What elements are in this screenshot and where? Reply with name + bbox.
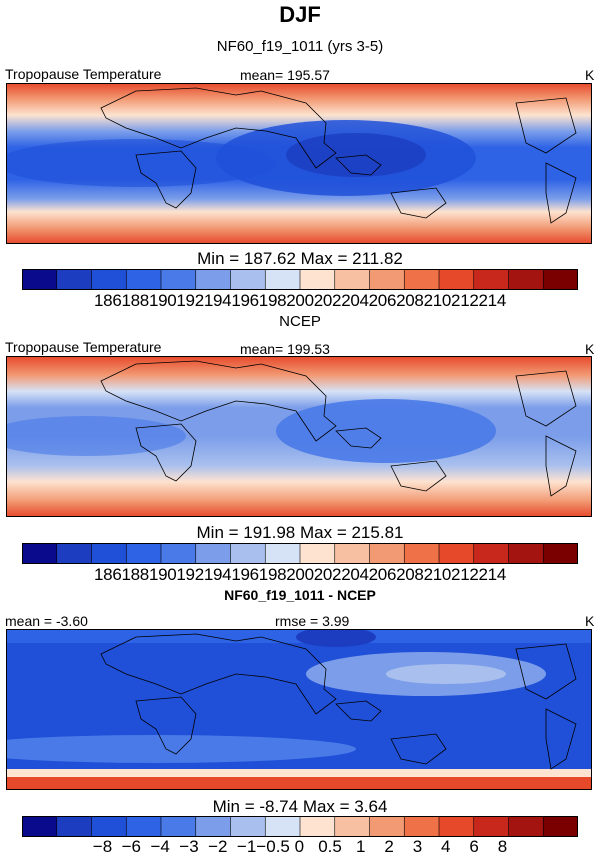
page-title: DJF (279, 2, 321, 27)
panel-1-colorbar-swatches (22, 269, 578, 290)
panel-1-colorbar-frame (22, 269, 578, 290)
panel-2-colorbar-swatches (22, 543, 578, 564)
panel-3-colorbar-frame (22, 816, 578, 837)
colorbar-swatch (543, 543, 578, 564)
panel-1-colorbar-ticks: 1861881901921941961982002022042062082102… (94, 291, 506, 310)
panel-1-map (6, 83, 592, 244)
panel-2-title: NCEP (279, 313, 321, 330)
colorbar-swatch (404, 269, 440, 290)
panel-1-frame (6, 83, 592, 244)
colorbar-swatch (161, 543, 197, 564)
panel-3-unit-label: K (585, 613, 595, 629)
panel-2-coastlines (100, 360, 577, 497)
colorbar-swatch (543, 269, 578, 290)
panel-1-min-max: Min = 187.62 Max = 211.82 (197, 249, 403, 268)
colorbar-swatch (300, 269, 336, 290)
panel-1-mean-label: mean= 195.57 (240, 67, 330, 83)
panel-1-coastlines (100, 87, 577, 224)
colorbar-swatch (508, 816, 544, 837)
panel-2-variable-label: Tropopause Temperature (5, 339, 162, 355)
colorbar-swatch (265, 816, 301, 837)
colorbar-swatch (439, 269, 475, 290)
colorbar-swatch (56, 269, 92, 290)
colorbar-swatch (369, 269, 405, 290)
panel-3-frame (6, 629, 592, 790)
colorbar-swatch (369, 816, 405, 837)
panel-2-colorbar-frame (22, 543, 578, 564)
colorbar-swatch (439, 543, 475, 564)
colorbar-swatch (334, 543, 370, 564)
colorbar-swatch (22, 543, 58, 564)
panel-3-coastlines (100, 633, 577, 770)
panel-2-unit-label: K (585, 341, 595, 357)
colorbar-swatch (161, 269, 197, 290)
colorbar-swatch (126, 816, 162, 837)
colorbar-swatch (473, 816, 509, 837)
panel-3-field (6, 629, 592, 790)
colorbar-swatch (473, 543, 509, 564)
panel-2-colorbar-ticks: 1861881901921941961982002022042062082102… (94, 565, 506, 584)
colorbar-swatch (195, 816, 231, 837)
colorbar-swatch (126, 269, 162, 290)
colorbar-swatch (543, 816, 578, 837)
panel-3-colorbar (22, 816, 578, 837)
panel-1-pacific-band (6, 139, 276, 187)
colorbar-swatch (22, 269, 58, 290)
panel-2-frame (6, 356, 592, 517)
colorbar-swatch (265, 543, 301, 564)
colorbar-swatch (300, 543, 336, 564)
colorbar-swatch (230, 543, 266, 564)
panel-1-title: NF60_f19_1011 (yrs 3-5) (216, 38, 384, 55)
panel-1-warm-pool-center (286, 133, 426, 177)
colorbar-swatch (369, 543, 405, 564)
colorbar-swatch (300, 816, 336, 837)
panel-3-min-max: Min = -8.74 Max = 3.64 (212, 797, 388, 816)
colorbar-swatch (404, 543, 440, 564)
panel-1-unit-label: K (585, 67, 595, 83)
colorbar-swatch (22, 816, 58, 837)
panel-3-south-red-band (6, 777, 592, 790)
colorbar-swatch (161, 816, 197, 837)
colorbar-swatch (439, 816, 475, 837)
panel-2-mean-label: mean= 199.53 (240, 341, 330, 357)
panel-3-mean-label: mean = -3.60 (5, 613, 88, 629)
colorbar-swatch (334, 816, 370, 837)
colorbar-swatch (91, 816, 127, 837)
colorbar-swatch (195, 543, 231, 564)
panel-3-map (6, 629, 592, 790)
panel-2-map (6, 356, 592, 517)
colorbar-swatch (230, 269, 266, 290)
panel-1-variable-label: Tropopause Temperature (5, 66, 162, 82)
colorbar-swatch (195, 269, 231, 290)
panel-3-colorbar-ticks: −8 −6 −4 −3 −2 −1−0.5 0 0.5 1 2 3 4 6 8 (92, 837, 508, 856)
colorbar-swatch (404, 816, 440, 837)
panel-3-north-darkspot (296, 629, 376, 647)
colorbar-swatch (508, 543, 544, 564)
colorbar-swatch (91, 269, 127, 290)
colorbar-swatch (91, 543, 127, 564)
colorbar-swatch (265, 269, 301, 290)
panel-3-pacific-positive-core (386, 664, 506, 684)
panel-3-title: NF60_f19_1011 - NCEP (224, 587, 376, 603)
colorbar-swatch (334, 269, 370, 290)
panel-3-colorbar-swatches (22, 816, 578, 837)
colorbar-swatch (126, 543, 162, 564)
colorbar-swatch (473, 269, 509, 290)
colorbar-swatch (56, 816, 92, 837)
panel-1-colorbar (22, 269, 578, 290)
colorbar-swatch (508, 269, 544, 290)
panel-2-colorbar (22, 543, 578, 564)
colorbar-swatch (230, 816, 266, 837)
panel-3-south-warm-band (6, 769, 592, 777)
panel-2-min-max: Min = 191.98 Max = 215.81 (196, 523, 404, 542)
colorbar-swatch (56, 543, 92, 564)
panel-3-rmse-label: rmse = 3.99 (275, 613, 350, 629)
panel-2-warm-pool-core (276, 399, 496, 463)
